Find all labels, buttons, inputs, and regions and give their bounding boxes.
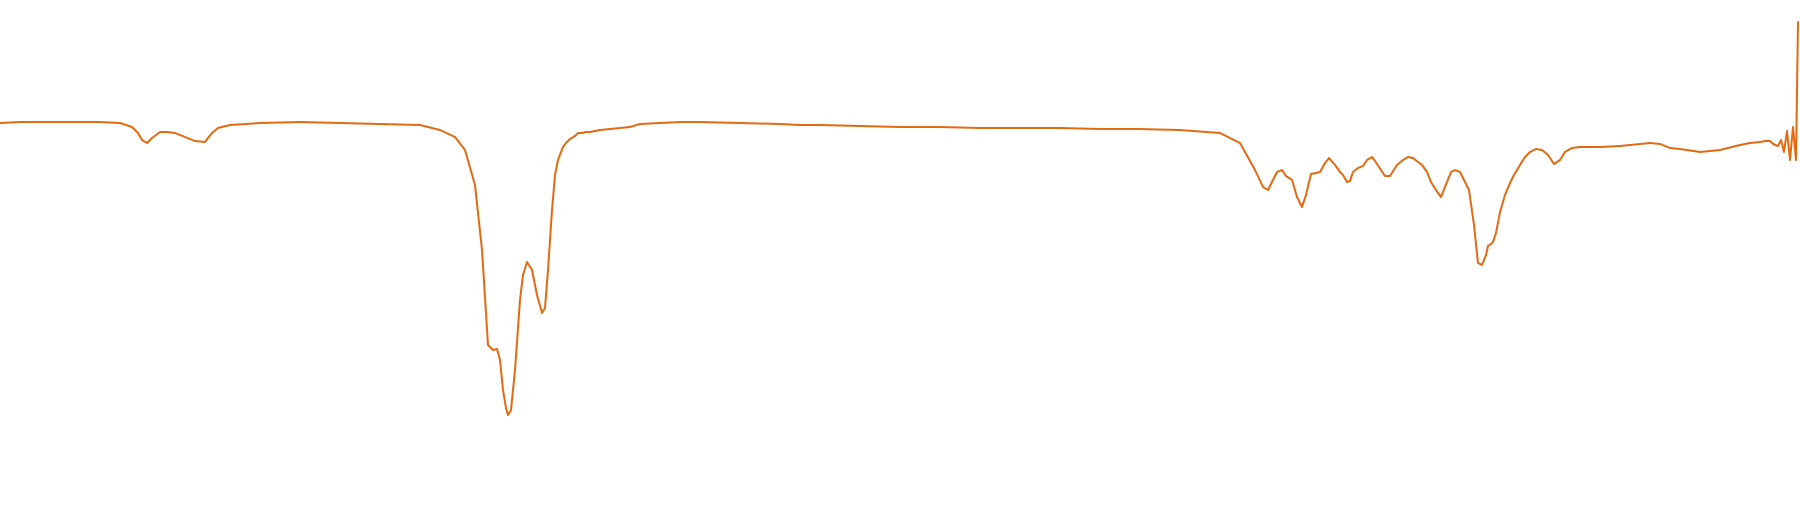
spectrum-series-line: [0, 21, 1799, 416]
